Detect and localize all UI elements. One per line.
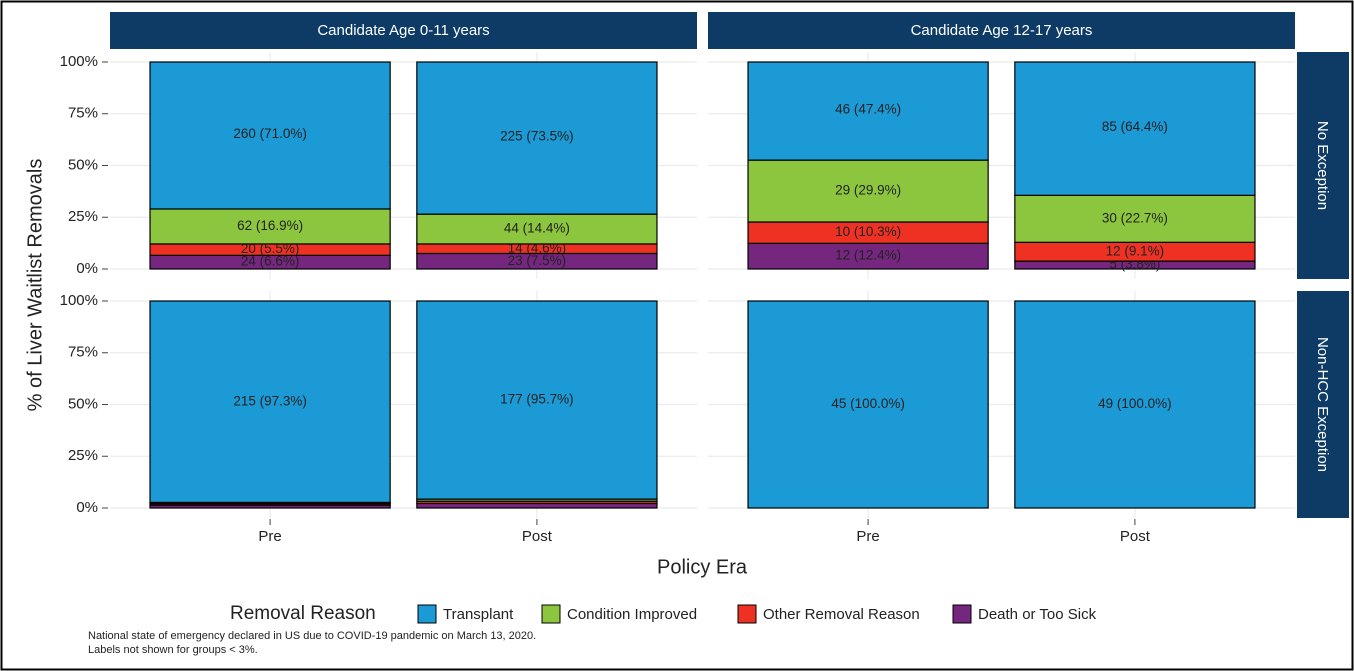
bar-segment bbox=[416, 61, 658, 215]
data-label: 44 (14.4%) bbox=[504, 221, 570, 236]
data-label: 24 (6.6%) bbox=[241, 254, 300, 269]
data-label: 29 (29.9%) bbox=[835, 183, 901, 198]
caption: National state of emergency declared in … bbox=[88, 630, 536, 642]
x-tick-label: Pre bbox=[258, 528, 281, 545]
bar-segment bbox=[747, 159, 989, 223]
y-tick-label: 100% bbox=[60, 292, 98, 309]
facet-label: Candidate Age 12-17 years bbox=[911, 22, 1093, 39]
legend-title: Removal Reason bbox=[230, 603, 376, 624]
data-label: 20 (5.5%) bbox=[241, 241, 300, 256]
bar-segment bbox=[747, 242, 989, 270]
data-label: 10 (10.3%) bbox=[835, 224, 901, 239]
y-tick-label: 50% bbox=[68, 395, 98, 412]
y-tick-label: 75% bbox=[68, 344, 98, 361]
bar-segment bbox=[416, 300, 658, 500]
legend-label: Other Removal Reason bbox=[763, 606, 920, 623]
data-label: 49 (100.0%) bbox=[1098, 396, 1172, 411]
bar-segment bbox=[1014, 300, 1256, 509]
legend-swatch bbox=[417, 604, 437, 624]
facet-strip bbox=[708, 12, 1295, 49]
x-tick-label: Post bbox=[1120, 528, 1151, 545]
bar-segment bbox=[416, 213, 658, 245]
y-tick-label: 25% bbox=[68, 208, 98, 225]
legend-swatch bbox=[541, 604, 561, 624]
caption: Labels not shown for groups < 3%. bbox=[88, 644, 258, 656]
legend-label: Condition Improved bbox=[567, 606, 697, 623]
data-label: 62 (16.9%) bbox=[237, 218, 303, 233]
y-axis-label: % of Liver Waitlist Removals bbox=[24, 159, 46, 412]
x-axis-label: Policy Era bbox=[657, 556, 748, 578]
data-label: 260 (71.0%) bbox=[233, 126, 307, 141]
legend-label: Transplant bbox=[443, 606, 514, 623]
bar-segment bbox=[747, 61, 989, 161]
data-label: 225 (73.5%) bbox=[500, 129, 574, 144]
data-label: 30 (22.7%) bbox=[1102, 210, 1168, 225]
x-tick-label: Pre bbox=[856, 528, 879, 545]
y-tick-label: 25% bbox=[68, 447, 98, 464]
legend-swatch bbox=[737, 604, 757, 624]
data-label: 215 (97.3%) bbox=[233, 393, 307, 408]
facet-label: Candidate Age 0-11 years bbox=[317, 22, 489, 39]
facet-label: Non-HCC Exception bbox=[1314, 337, 1331, 472]
legend-swatch bbox=[952, 604, 972, 624]
bar-segment bbox=[149, 208, 391, 245]
facet-strip bbox=[110, 12, 697, 49]
y-tick-label: 75% bbox=[68, 105, 98, 122]
data-label: 12 (9.1%) bbox=[1106, 243, 1165, 258]
data-label: 177 (95.7%) bbox=[500, 392, 574, 407]
bar-segment bbox=[149, 300, 391, 504]
y-tick-label: 50% bbox=[68, 156, 98, 173]
data-label: 45 (100.0%) bbox=[831, 396, 905, 411]
x-tick-label: Post bbox=[522, 528, 553, 545]
bar-segment bbox=[149, 61, 391, 210]
facet-strip bbox=[1297, 52, 1349, 279]
bar-segment bbox=[747, 300, 989, 509]
data-label: 23 (7.5%) bbox=[508, 253, 567, 268]
facet-strip bbox=[1297, 291, 1349, 518]
facet-label: No Exception bbox=[1314, 121, 1331, 210]
data-label: 12 (12.4%) bbox=[835, 248, 901, 263]
y-tick-label: 100% bbox=[60, 53, 98, 70]
data-label: 46 (47.4%) bbox=[835, 102, 901, 117]
y-tick-label: 0% bbox=[76, 499, 98, 516]
bar-segment bbox=[416, 502, 658, 509]
y-tick-label: 0% bbox=[76, 260, 98, 277]
data-label: 85 (64.4%) bbox=[1102, 119, 1168, 134]
legend-label: Death or Too Sick bbox=[978, 606, 1097, 623]
bar-segment bbox=[1014, 61, 1256, 196]
